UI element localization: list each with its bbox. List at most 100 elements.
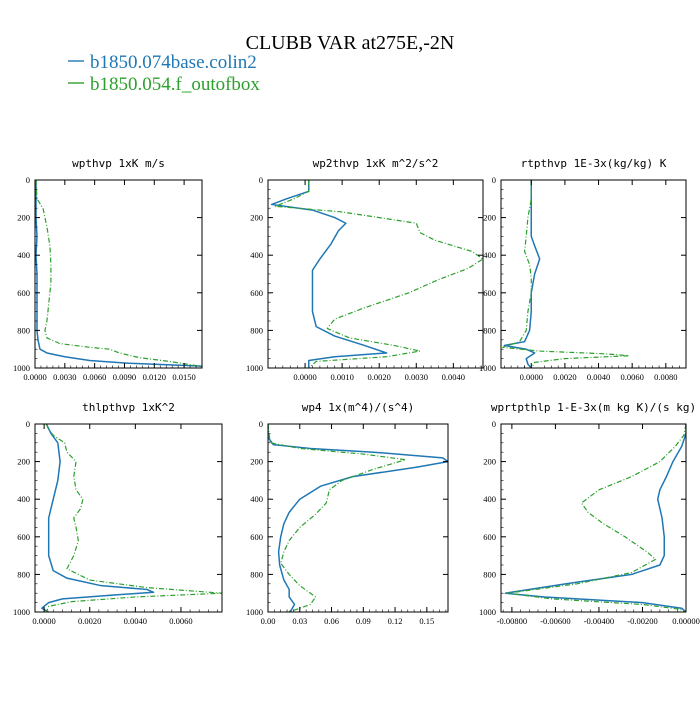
x-tick-label-4-3: 0.09 bbox=[356, 616, 371, 626]
y-tick-label-5-3: 600 bbox=[483, 532, 496, 542]
panel-title-5: wprtpthlp 1-E-3x(m kg K)/(s kg) bbox=[491, 401, 696, 414]
x-tick-label-4-4: 0.12 bbox=[388, 616, 403, 626]
x-tick-label-5-4: 0.00000 bbox=[672, 616, 700, 626]
y-tick-label-1-0: 0 bbox=[259, 175, 263, 185]
plot-frame-3 bbox=[34, 423, 223, 613]
panel-4: wp4 1x(m^4)/(s^4) 0.00 0.03 0.06 0.09 0.12 0.1… bbox=[246, 401, 449, 626]
y-tick-label-3-1: 200 bbox=[17, 457, 30, 467]
panel-title-1: wp2thvp 1xK m^2/s^2 bbox=[313, 157, 439, 170]
x-tick-label-1-1: 0.0010 bbox=[330, 372, 353, 382]
legend-label-0: b1850.074base.colin2 bbox=[90, 52, 257, 73]
x-tick-label-3-3: 0.0060 bbox=[169, 616, 192, 626]
x-tick-label-5-3: -0.00200 bbox=[627, 616, 657, 626]
plot-frame-2 bbox=[500, 179, 687, 369]
y-tick-label-3-3: 600 bbox=[17, 532, 30, 542]
y-tick-label-2-4: 800 bbox=[483, 325, 496, 335]
x-tick-label-3-2: 0.0040 bbox=[124, 616, 147, 626]
x-tick-label-4-1: 0.03 bbox=[292, 616, 307, 626]
panel-title-3: thlpthvp 1xK^2 bbox=[82, 401, 175, 414]
legend-label-1: b1850.054.f_outofbox bbox=[90, 74, 260, 95]
figure-title: CLUBB VAR at275E,-2N bbox=[246, 32, 455, 54]
x-tick-label-4-2: 0.06 bbox=[324, 616, 339, 626]
series-line-0-0 bbox=[35, 180, 202, 368]
y-tick-label-0-5: 1000 bbox=[13, 363, 30, 373]
y-tick-label-4-1: 200 bbox=[250, 457, 263, 467]
y-tick-label-0-4: 800 bbox=[17, 325, 30, 335]
y-tick-label-2-3: 600 bbox=[483, 288, 496, 298]
x-tick-label-2-0: 0.0000 bbox=[520, 372, 543, 382]
panel-5: wprtpthlp 1-E-3x(m kg K)/(s kg) -0.00800 -… bbox=[479, 401, 700, 626]
y-tick-label-4-2: 400 bbox=[250, 494, 263, 504]
y-tick-label-5-1: 200 bbox=[483, 457, 496, 467]
series-line-4-1 bbox=[268, 424, 407, 612]
y-tick-label-1-4: 800 bbox=[250, 325, 263, 335]
series-line-0-1 bbox=[35, 180, 202, 368]
series-line-2-0 bbox=[503, 180, 541, 368]
y-tick-label-2-2: 400 bbox=[483, 250, 496, 260]
panel-0: wpthvp 1xK m/s 0.0000 0.0030 0.0060 0.0090 0.… bbox=[13, 157, 203, 382]
y-tick-label-2-5: 1000 bbox=[479, 363, 496, 373]
x-tick-label-4-0: 0.00 bbox=[261, 616, 276, 626]
x-tick-label-0-2: 0.0060 bbox=[83, 372, 106, 382]
y-tick-label-4-5: 1000 bbox=[246, 607, 263, 617]
y-tick-label-1-2: 400 bbox=[250, 250, 263, 260]
y-tick-label-3-4: 800 bbox=[17, 569, 30, 579]
series-line-3-1 bbox=[45, 424, 222, 612]
series-line-5-1 bbox=[506, 424, 686, 612]
y-tick-label-4-4: 800 bbox=[250, 569, 263, 579]
x-tick-label-0-3: 0.0090 bbox=[113, 372, 136, 382]
y-tick-label-1-5: 1000 bbox=[246, 363, 263, 373]
x-tick-label-5-0: -0.00800 bbox=[497, 616, 527, 626]
y-tick-label-5-0: 0 bbox=[492, 419, 496, 429]
series-line-4-0 bbox=[268, 424, 448, 612]
x-tick-label-2-1: 0.0020 bbox=[553, 372, 576, 382]
y-tick-label-0-3: 600 bbox=[17, 288, 30, 298]
panel-1: wp2thvp 1xK m^2/s^2 0.0000 0.0010 0.0020 0.0… bbox=[246, 157, 484, 382]
y-tick-label-5-4: 800 bbox=[483, 569, 496, 579]
panel-2: rtpthvp 1E-3x(kg/kg) K 0.0000 0.0020 0.0040… bbox=[479, 157, 687, 382]
x-tick-label-0-5: 0.0150 bbox=[172, 372, 195, 382]
y-tick-label-3-5: 1000 bbox=[13, 607, 30, 617]
y-tick-label-0-2: 400 bbox=[17, 250, 30, 260]
series-line-2-1 bbox=[502, 180, 630, 368]
x-tick-label-3-0: 0.0000 bbox=[32, 616, 55, 626]
panel-title-4: wp4 1x(m^4)/(s^4) bbox=[302, 401, 415, 414]
y-tick-label-1-3: 600 bbox=[250, 288, 263, 298]
series-line-3-0 bbox=[41, 424, 155, 612]
x-tick-label-1-4: 0.0040 bbox=[442, 372, 465, 382]
panel-title-2: rtpthvp 1E-3x(kg/kg) K bbox=[521, 157, 667, 170]
plot-frame-5 bbox=[500, 423, 687, 613]
panels: wpthvp 1xK m/s0.0000 0.0030 0.0060 0.0090 0.… bbox=[13, 157, 700, 626]
x-tick-label-0-1: 0.0030 bbox=[53, 372, 76, 382]
y-tick-label-2-0: 0 bbox=[492, 175, 496, 185]
y-tick-label-3-0: 0 bbox=[26, 419, 30, 429]
x-tick-label-2-2: 0.0040 bbox=[587, 372, 610, 382]
plot-frame-4 bbox=[267, 423, 449, 613]
series-line-1-1 bbox=[274, 180, 483, 368]
x-tick-label-1-3: 0.0030 bbox=[405, 372, 428, 382]
x-tick-label-2-3: 0.0060 bbox=[620, 372, 643, 382]
plot-frame-0 bbox=[34, 179, 203, 369]
y-tick-label-0-1: 200 bbox=[17, 213, 30, 223]
y-tick-label-3-2: 400 bbox=[17, 494, 30, 504]
x-tick-label-1-2: 0.0020 bbox=[368, 372, 391, 382]
series-line-1-0 bbox=[270, 180, 388, 368]
panel-title-0: wpthvp 1xK m/s bbox=[72, 157, 165, 170]
series-line-5-0 bbox=[504, 424, 686, 612]
y-tick-label-1-1: 200 bbox=[250, 213, 263, 223]
panel-3: thlpthvp 1xK^2 0.0000 0.0020 0.0040 0.0060 0 2… bbox=[13, 401, 223, 626]
y-tick-label-2-1: 200 bbox=[483, 213, 496, 223]
y-tick-label-0-0: 0 bbox=[26, 175, 30, 185]
x-tick-label-4-5: 0.15 bbox=[419, 616, 434, 626]
y-tick-label-4-0: 0 bbox=[259, 419, 263, 429]
x-tick-label-3-1: 0.0020 bbox=[78, 616, 101, 626]
x-tick-label-5-1: -0.00600 bbox=[540, 616, 570, 626]
x-tick-label-0-4: 0.0120 bbox=[143, 372, 166, 382]
y-tick-label-4-3: 600 bbox=[250, 532, 263, 542]
y-tick-label-5-5: 1000 bbox=[479, 607, 496, 617]
x-tick-label-2-4: 0.0080 bbox=[654, 372, 677, 382]
x-tick-label-1-0: 0.0000 bbox=[293, 372, 316, 382]
legend: b1850.074base.colin2 b1850.054.f_outofbo… bbox=[68, 52, 260, 95]
